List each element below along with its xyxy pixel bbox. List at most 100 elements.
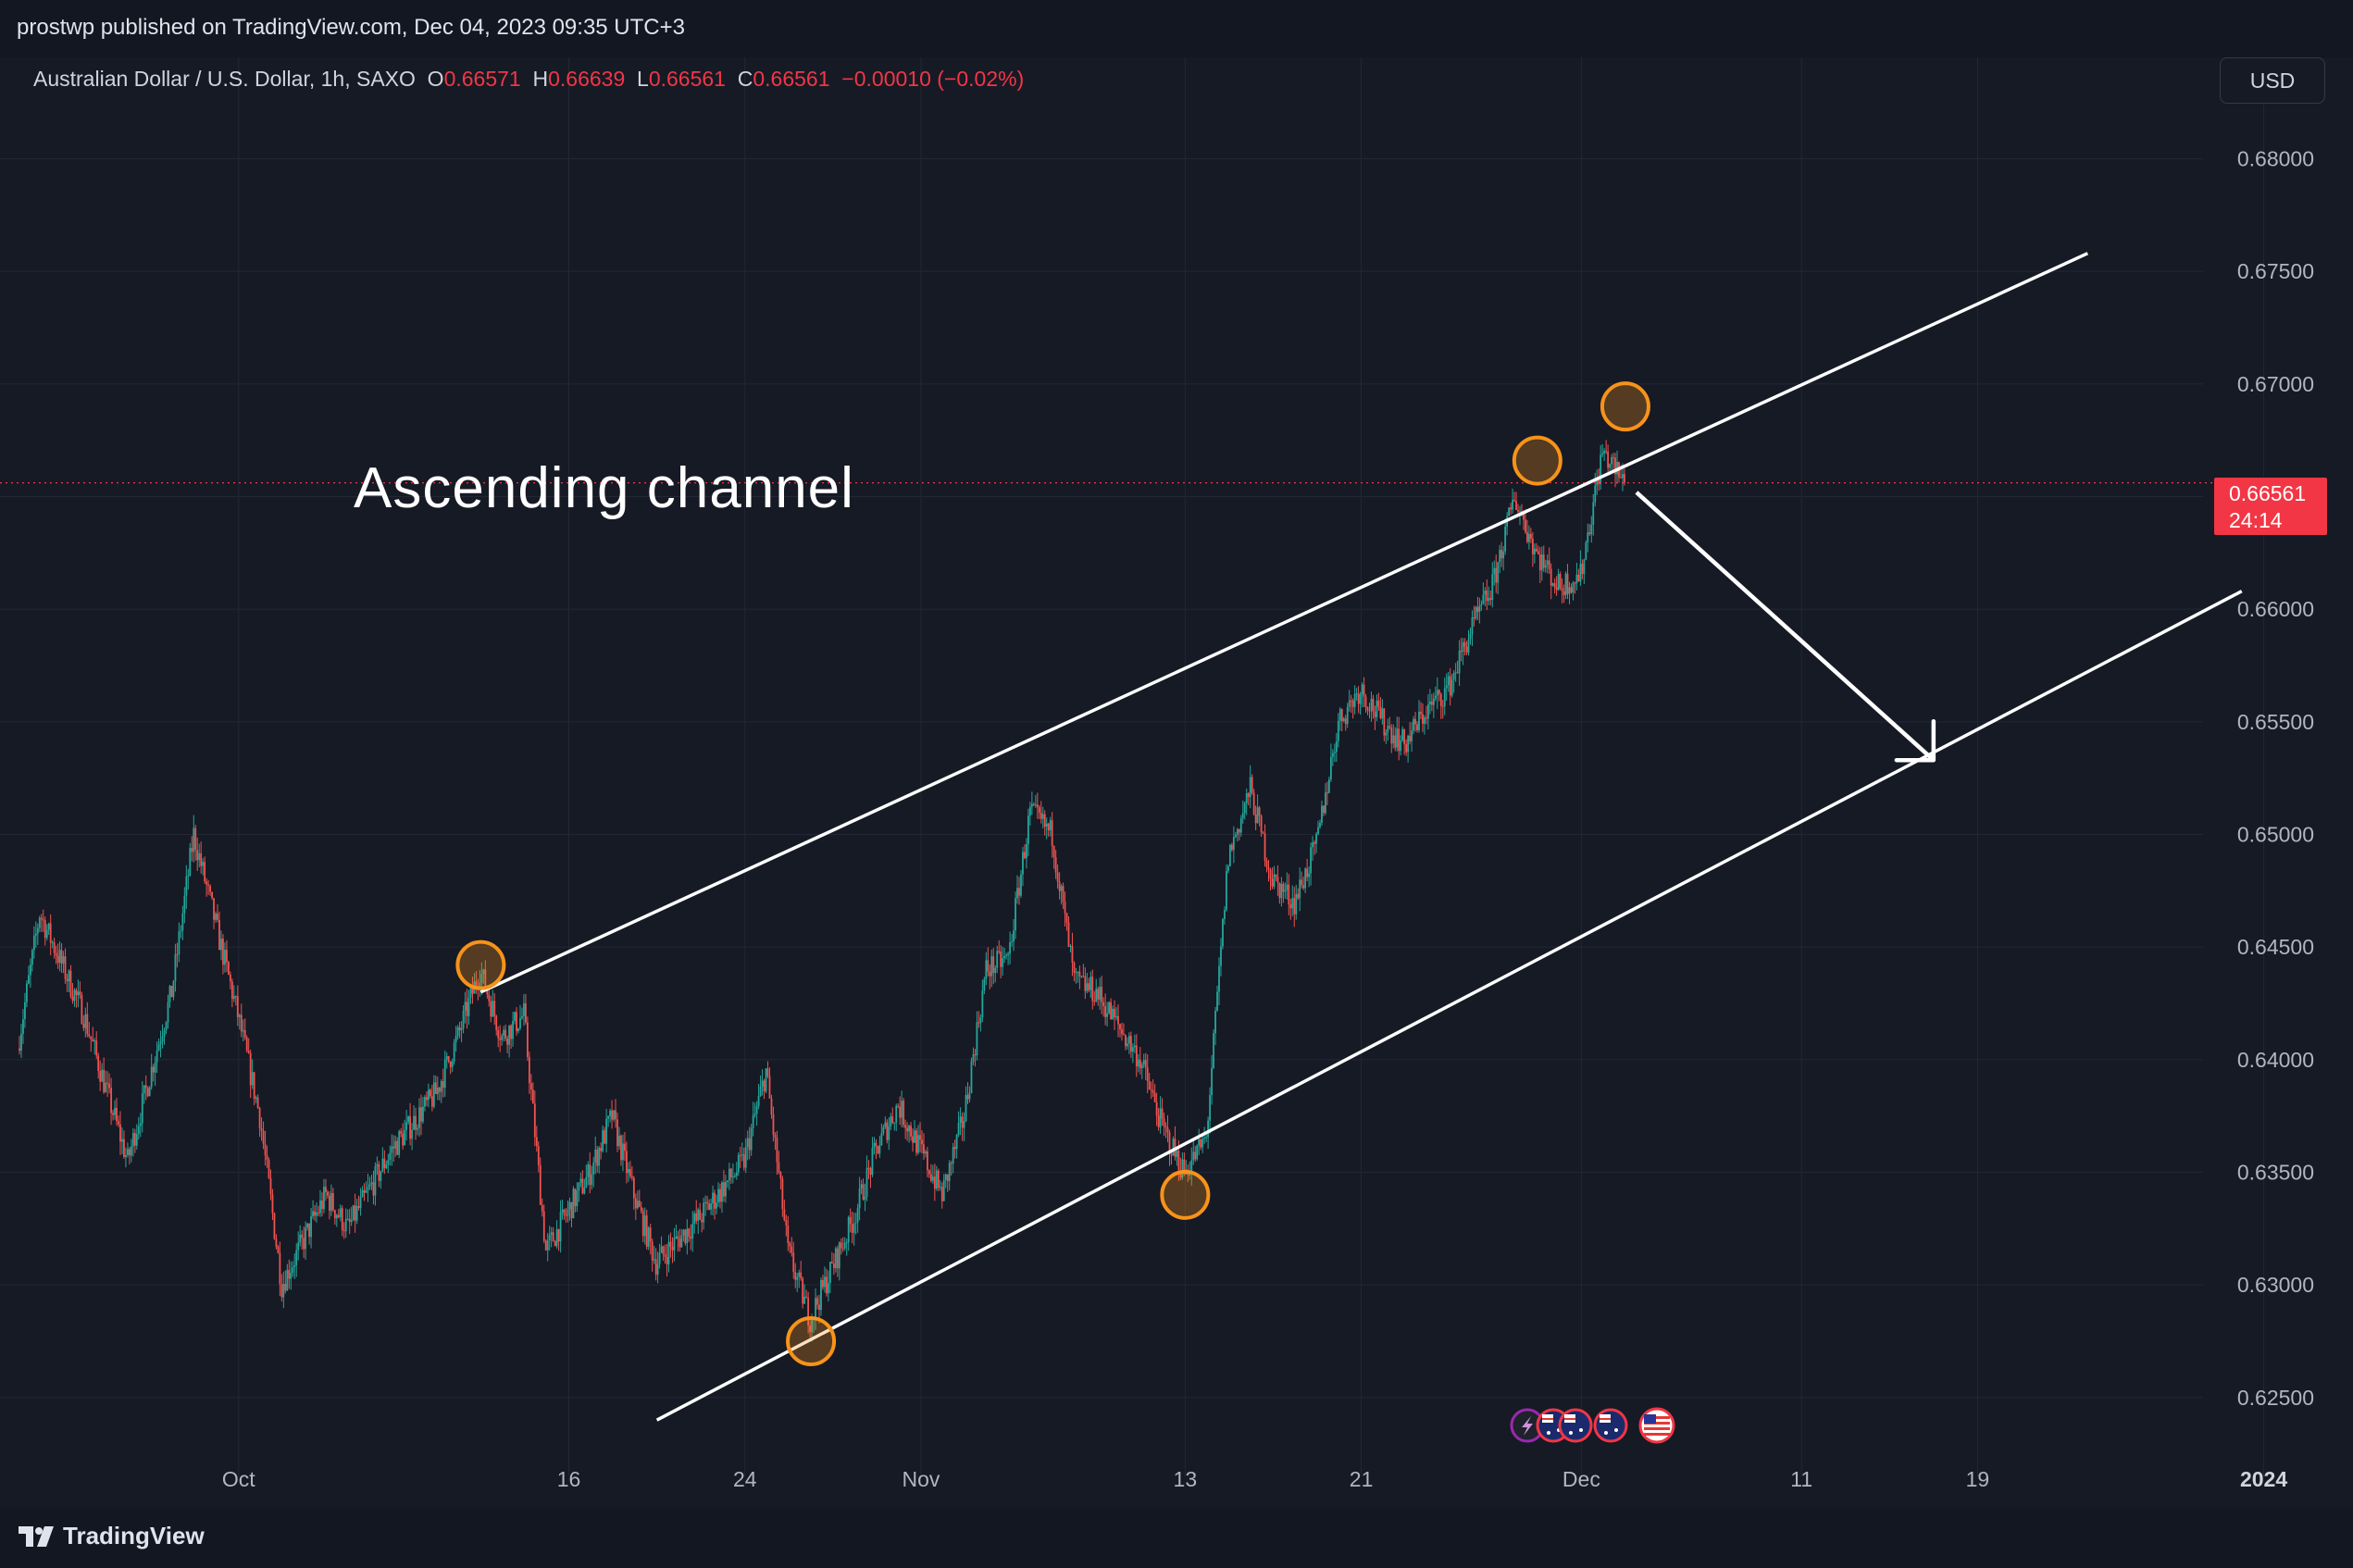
candle-down [542, 1204, 545, 1244]
candle-body [1222, 918, 1224, 947]
candle-down [434, 1075, 437, 1095]
candle-body [1403, 728, 1406, 745]
candle-body [809, 1325, 811, 1333]
candle-body [1016, 888, 1018, 899]
candle-down [1486, 579, 1488, 611]
candle-down [499, 1025, 502, 1052]
candle-body [198, 852, 201, 861]
candle-body [1099, 987, 1102, 1000]
candle-body [1049, 820, 1052, 831]
candle-up [1137, 1053, 1139, 1073]
candle-down [1612, 453, 1614, 471]
candle-body [1510, 507, 1512, 510]
candle-body [566, 1209, 569, 1216]
candle-body [1022, 852, 1024, 875]
candle-body [1409, 735, 1411, 741]
candle-down [992, 948, 995, 985]
candle-down [719, 1183, 721, 1209]
candle-down [1500, 541, 1503, 567]
candle-body [1106, 1013, 1109, 1017]
candle-body [1262, 832, 1264, 834]
candle-body [1238, 828, 1240, 833]
candle-body [1439, 693, 1442, 706]
candle-up [1315, 831, 1317, 853]
candle-body [1218, 965, 1220, 992]
candle-body [1252, 792, 1255, 815]
candle-down [723, 1170, 725, 1202]
candle-body [579, 1178, 582, 1183]
candle-down [875, 1139, 878, 1160]
candle-body [1123, 1033, 1125, 1036]
candle-down [641, 1208, 644, 1242]
candle-up [1077, 971, 1079, 983]
currency-button[interactable]: USD [2220, 57, 2325, 104]
candle-up [299, 1225, 302, 1247]
y-axis[interactable]: 0.680000.675000.670000.665000.660000.655… [2237, 147, 2314, 1410]
candle-body [1249, 777, 1251, 798]
candle-body [658, 1252, 661, 1264]
candle-body [955, 1134, 958, 1150]
candle-body [1594, 485, 1597, 503]
candle-down [809, 1320, 811, 1338]
candle-down [537, 1141, 540, 1173]
annotation-text[interactable]: Ascending channel [354, 456, 854, 520]
candle-down [273, 1212, 276, 1240]
candle-body [794, 1272, 797, 1280]
economic-events[interactable] [1510, 1407, 1675, 1444]
candle-body [196, 850, 199, 861]
candle-down [1476, 596, 1479, 620]
candle-down [1073, 961, 1076, 982]
candle-body [282, 1283, 285, 1298]
candle-body [350, 1219, 353, 1223]
candle-body [44, 920, 46, 939]
y-tick-label: 0.64000 [2237, 1048, 2314, 1072]
candle-body [1060, 886, 1063, 891]
candle-body [807, 1297, 810, 1326]
candle-body [273, 1213, 276, 1239]
high-label: H [532, 67, 549, 91]
candle-up [1401, 726, 1404, 742]
candle-down [899, 1096, 902, 1126]
candle-body [897, 1105, 900, 1107]
candle-body [264, 1143, 267, 1155]
x-axis[interactable]: Oct 16 24 Nov 13 21 Dec 11 19 2024 [222, 1467, 2287, 1491]
candle-body [1254, 814, 1257, 824]
candle-up [628, 1162, 629, 1182]
price-chart[interactable]: 0.680000.675000.670000.665000.660000.655… [0, 57, 2353, 1509]
candle-up [62, 951, 65, 974]
candle-body [656, 1263, 659, 1276]
candle-up [559, 1200, 562, 1253]
candle-body [1598, 479, 1600, 484]
candle-down [615, 1099, 616, 1128]
candle-up [1284, 882, 1287, 899]
candle-down [1562, 584, 1565, 604]
candle-body [1115, 1015, 1117, 1018]
candle-down [253, 1071, 255, 1105]
candle-down [840, 1238, 842, 1255]
candle-body [1383, 708, 1386, 736]
candle-body [1368, 710, 1371, 712]
candle-body [1385, 732, 1388, 736]
candle-down [75, 988, 78, 1008]
candle-up [1603, 448, 1606, 461]
candle-down [81, 991, 83, 1026]
candle-body [620, 1135, 622, 1161]
candle-up [765, 1068, 767, 1094]
candle-body [555, 1229, 558, 1247]
tradingview-logo[interactable]: TradingView [19, 1522, 205, 1550]
candle-body [840, 1242, 842, 1249]
drawings[interactable] [455, 252, 2243, 1422]
candle-body [303, 1238, 305, 1250]
candle-up [1579, 550, 1582, 587]
candle-body [592, 1162, 595, 1175]
candle-up [838, 1240, 840, 1281]
candle-up [1325, 782, 1326, 815]
candle-down [1535, 542, 1538, 553]
candle-body [1546, 560, 1549, 566]
candle-body [1317, 827, 1319, 835]
candle-body [428, 1089, 430, 1101]
candle-up [1030, 791, 1033, 815]
candle-down [1114, 1000, 1115, 1030]
candle-body [415, 1115, 417, 1130]
candle-up [550, 1226, 553, 1248]
